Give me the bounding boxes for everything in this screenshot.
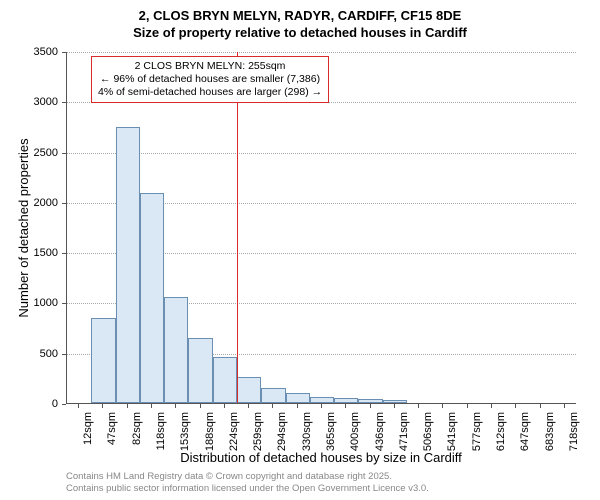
x-tick-mark <box>418 404 419 408</box>
attribution-footer: Contains HM Land Registry data © Crown c… <box>66 471 429 494</box>
x-tick-label: 224sqm <box>228 412 240 451</box>
gridline <box>67 52 576 53</box>
x-tick-mark <box>394 404 395 408</box>
annotation-box: 2 CLOS BRYN MELYN: 255sqm← 96% of detach… <box>91 56 329 103</box>
x-tick-label: 506sqm <box>422 412 434 451</box>
x-tick-mark <box>272 404 273 408</box>
x-tick-mark <box>175 404 176 408</box>
y-tick-label: 500 <box>40 348 58 360</box>
x-tick-mark <box>78 404 79 408</box>
x-tick-mark <box>370 404 371 408</box>
x-tick-mark <box>127 404 128 408</box>
chart-title: 2, CLOS BRYN MELYN, RADYR, CARDIFF, CF15… <box>0 0 600 42</box>
reference-line <box>237 52 238 403</box>
x-axis-label: Distribution of detached houses by size … <box>66 450 576 465</box>
title-line-1: 2, CLOS BRYN MELYN, RADYR, CARDIFF, CF15… <box>0 8 600 25</box>
plot-area-wrap: 2 CLOS BRYN MELYN: 255sqm← 96% of detach… <box>66 52 576 404</box>
histogram-bar <box>310 397 334 403</box>
x-tick-label: 718sqm <box>568 412 580 451</box>
histogram-bar <box>358 399 382 403</box>
histogram-bar <box>140 193 164 403</box>
y-tick-label: 3000 <box>34 96 58 108</box>
x-tick-mark <box>102 404 103 408</box>
x-tick-label: 400sqm <box>349 412 361 451</box>
x-tick-mark <box>491 404 492 408</box>
histogram-bar <box>188 338 212 403</box>
x-tick-mark <box>467 404 468 408</box>
x-tick-label: 330sqm <box>301 412 313 451</box>
histogram-bar <box>164 297 188 403</box>
annotation-line: 4% of semi-detached houses are larger (2… <box>98 86 322 99</box>
histogram-bar <box>213 357 237 403</box>
x-tick-label: 47sqm <box>106 412 118 445</box>
x-tick-label: 541sqm <box>446 412 458 451</box>
x-tick-label: 294sqm <box>276 412 288 451</box>
y-tick-label: 1000 <box>34 297 58 309</box>
x-tick-label: 188sqm <box>204 412 216 451</box>
y-tick-label: 0 <box>52 398 58 410</box>
histogram-bar <box>91 318 115 403</box>
x-tick-mark <box>540 404 541 408</box>
x-tick-mark <box>321 404 322 408</box>
footer-line-1: Contains HM Land Registry data © Crown c… <box>66 471 429 482</box>
x-tick-mark <box>297 404 298 408</box>
x-tick-label: 577sqm <box>471 412 483 451</box>
x-tick-mark <box>248 404 249 408</box>
x-tick-label: 683sqm <box>544 412 556 451</box>
annotation-line: 2 CLOS BRYN MELYN: 255sqm <box>98 60 322 73</box>
y-tick-label: 2000 <box>34 197 58 209</box>
y-axis-label: Number of detached properties <box>16 138 31 317</box>
plot-area: 2 CLOS BRYN MELYN: 255sqm← 96% of detach… <box>66 52 576 404</box>
x-tick-label: 118sqm <box>155 412 167 450</box>
x-tick-label: 647sqm <box>519 412 531 451</box>
x-tick-mark <box>442 404 443 408</box>
x-tick-mark <box>515 404 516 408</box>
title-line-2: Size of property relative to detached ho… <box>0 25 600 42</box>
y-tick-label: 1500 <box>34 247 58 259</box>
x-tick-label: 82sqm <box>131 412 143 445</box>
x-tick-label: 12sqm <box>82 412 94 445</box>
y-tick-label: 2500 <box>34 147 58 159</box>
x-tick-label: 365sqm <box>325 412 337 451</box>
annotation-line: ← 96% of detached houses are smaller (7,… <box>98 73 322 86</box>
x-tick-label: 153sqm <box>179 412 191 451</box>
x-tick-mark <box>224 404 225 408</box>
x-tick-label: 471sqm <box>398 412 410 451</box>
x-tick-label: 259sqm <box>252 412 264 451</box>
x-tick-mark <box>200 404 201 408</box>
x-tick-label: 436sqm <box>374 412 386 451</box>
histogram-bar <box>237 377 261 403</box>
x-tick-mark <box>151 404 152 408</box>
y-tick-label: 3500 <box>34 46 58 58</box>
histogram-bar <box>116 127 140 403</box>
x-tick-label: 612sqm <box>495 412 507 451</box>
histogram-bar <box>383 400 407 403</box>
histogram-bar <box>286 393 310 403</box>
footer-line-2: Contains public sector information licen… <box>66 483 429 494</box>
histogram-bar <box>261 388 285 403</box>
x-tick-mark <box>345 404 346 408</box>
histogram-bar <box>334 398 358 403</box>
x-tick-mark <box>564 404 565 408</box>
chart-container: 2, CLOS BRYN MELYN, RADYR, CARDIFF, CF15… <box>0 0 600 500</box>
gridline <box>67 153 576 154</box>
y-axis-ticks: 0500100015002000250030003500 <box>0 52 62 404</box>
